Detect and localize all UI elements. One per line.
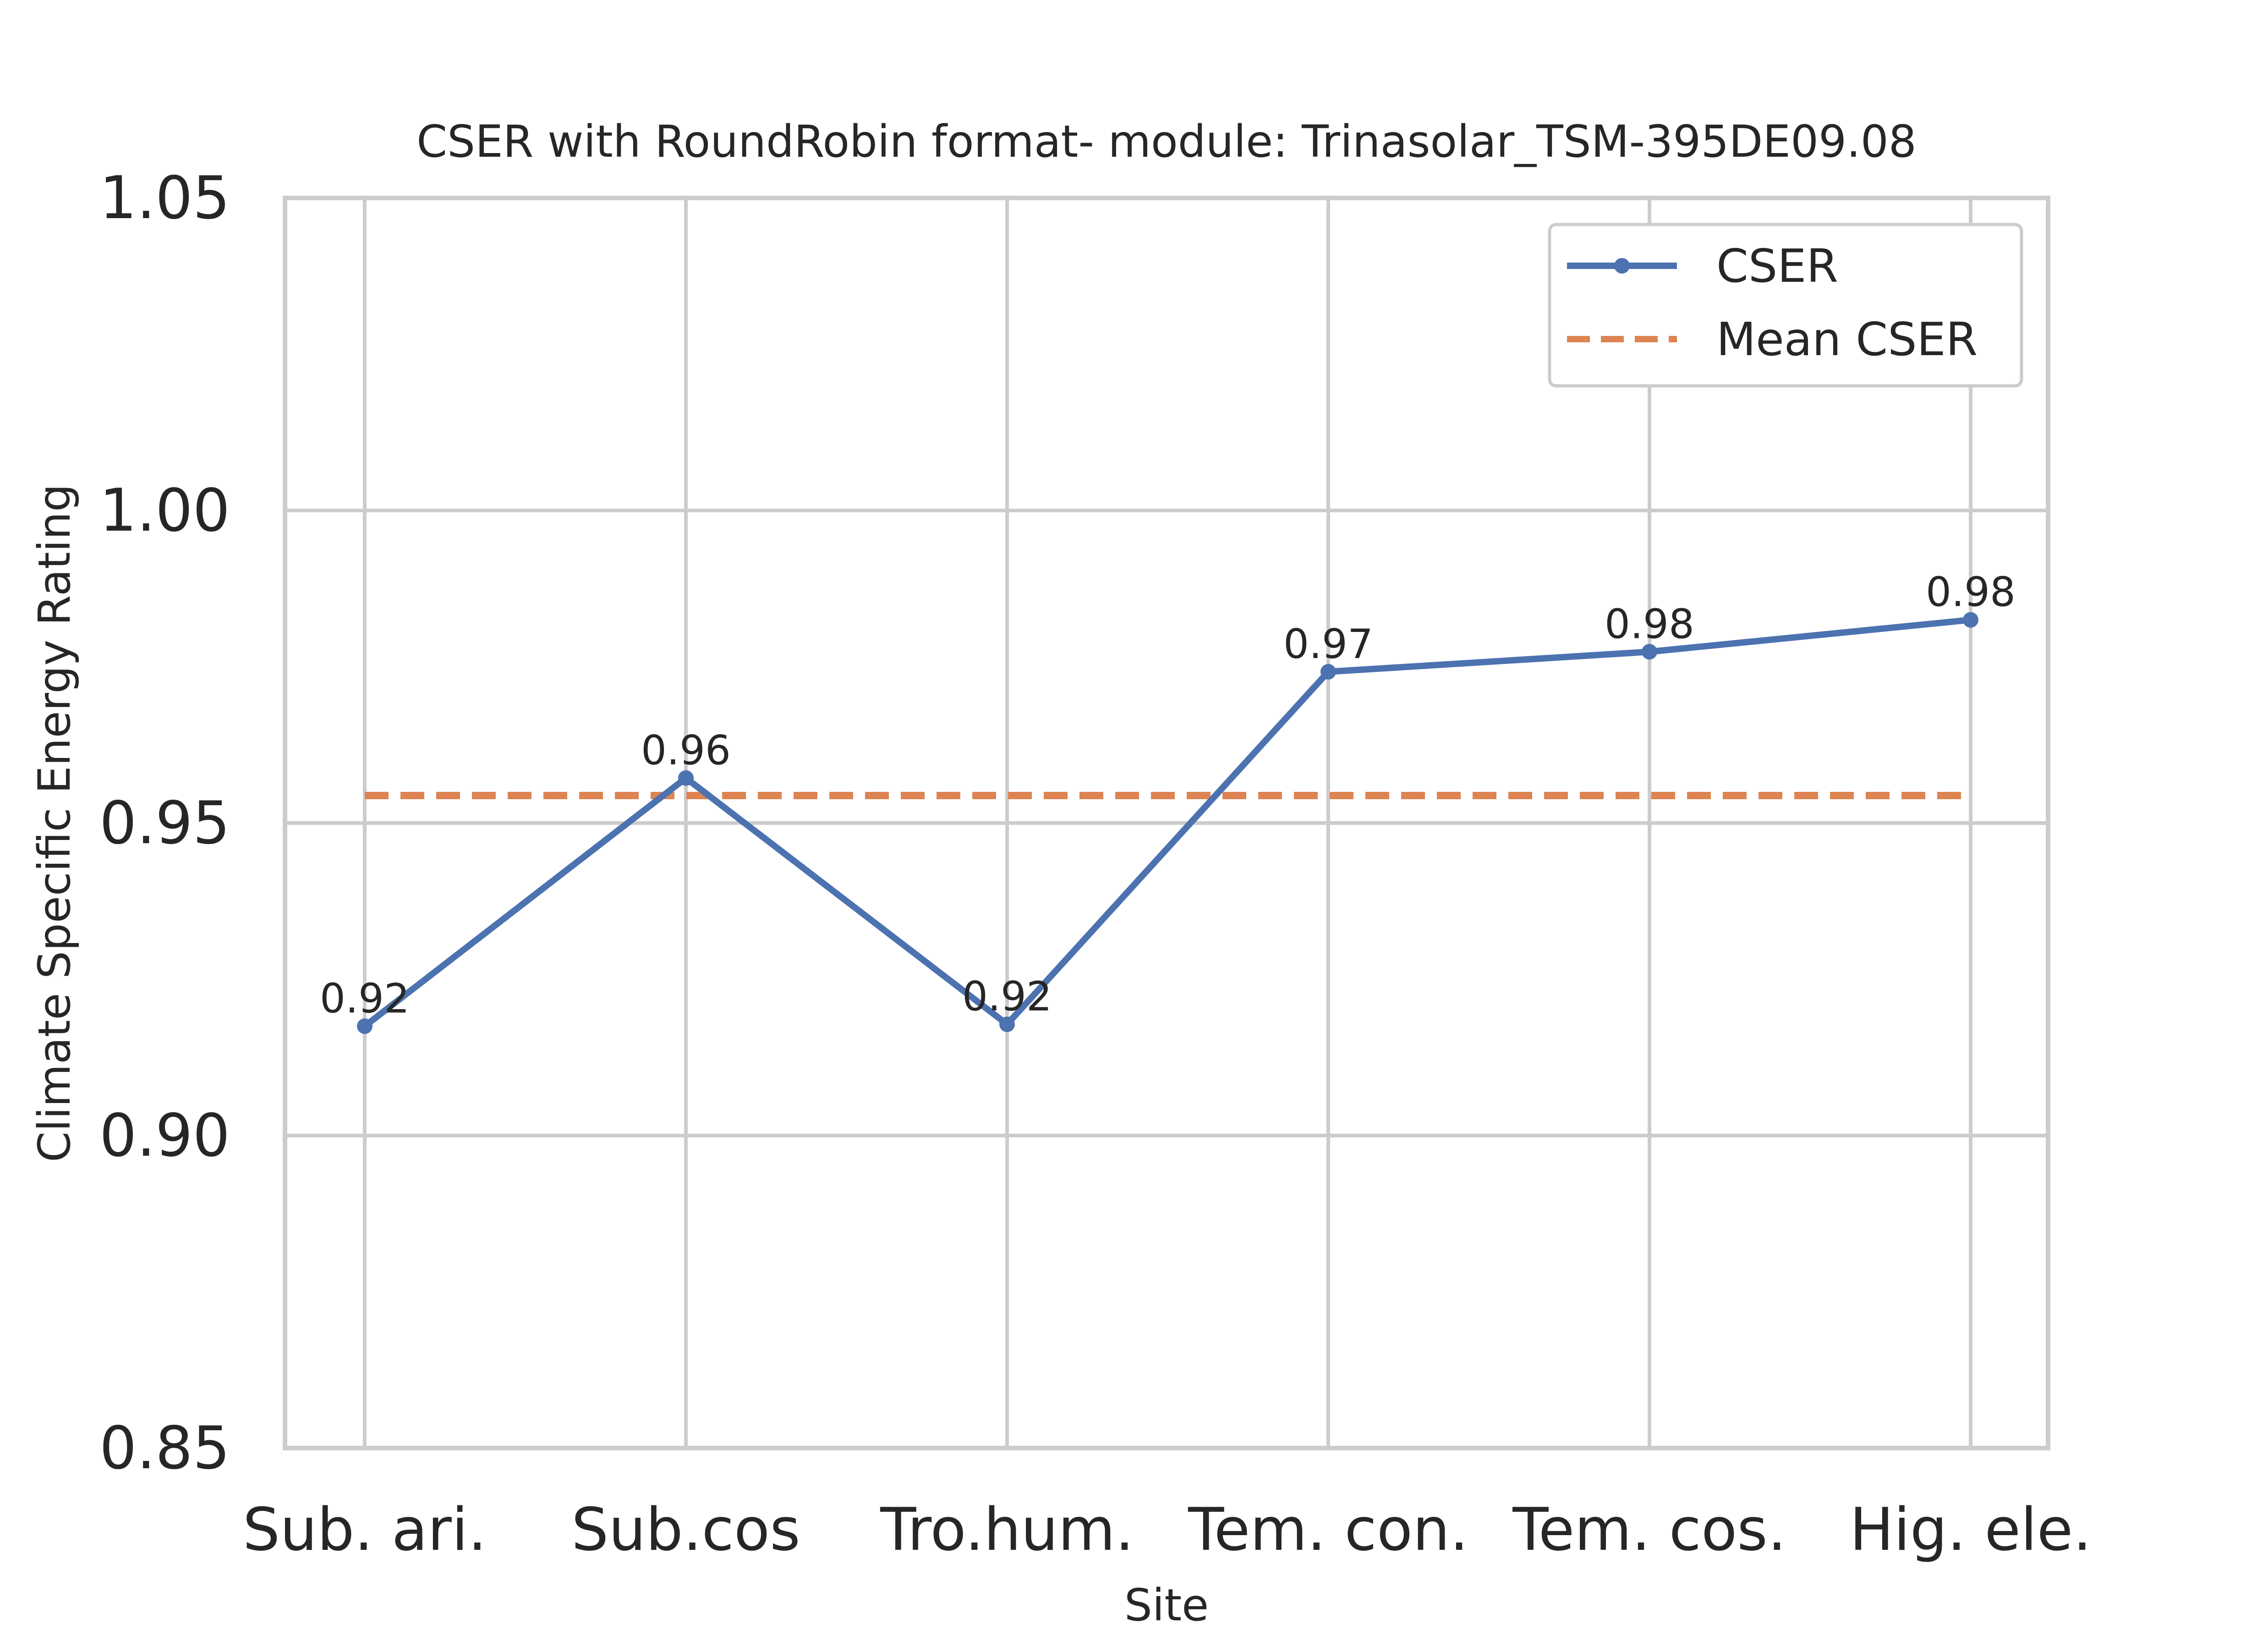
data-point-cser — [357, 1018, 373, 1034]
x-tick-label: Tem. con. — [1188, 1496, 1468, 1564]
data-label: 0.96 — [641, 727, 731, 774]
y-tick-label: 1.00 — [99, 477, 230, 545]
y-tick-labels: 0.85 0.90 0.95 1.00 1.05 — [99, 164, 230, 1482]
y-tick-label: 0.85 — [99, 1414, 230, 1482]
y-tick-label: 0.95 — [99, 789, 230, 857]
x-axis-label: Site — [1124, 1580, 1209, 1631]
y-tick-label: 1.05 — [99, 164, 230, 232]
data-labels: 0.92 0.96 0.92 0.97 0.98 0.98 — [320, 569, 2016, 1022]
data-label: 0.92 — [320, 975, 410, 1022]
plot-frame — [283, 196, 2050, 1450]
data-label: 0.98 — [1605, 600, 1694, 648]
data-point-cser — [999, 1016, 1015, 1032]
x-tick-label: Sub.cos — [571, 1496, 800, 1564]
chart-title: CSER with RoundRobin format- module: Tri… — [416, 116, 1917, 167]
legend-label-mean-cser: Mean CSER — [1716, 313, 1978, 366]
y-tick-label: 0.90 — [99, 1102, 230, 1170]
y-axis-label: Climate Specific Energy Rating — [29, 484, 80, 1162]
series-line-cser — [362, 616, 1971, 1029]
data-label: 0.97 — [1283, 620, 1373, 668]
legend-marker-cser — [1614, 258, 1630, 274]
x-tick-label: Tro.hum. — [880, 1496, 1134, 1564]
data-label: 0.92 — [962, 973, 1052, 1020]
data-point-cser — [1642, 644, 1657, 660]
legend-label-cser: CSER — [1716, 239, 1838, 293]
data-point-cser — [1963, 612, 1978, 628]
x-tick-labels: Sub. ari. Sub.cos Tro.hum. Tem. con. Tem. co… — [243, 1496, 2092, 1564]
data-label: 0.98 — [1926, 569, 2016, 616]
legend: CSER Mean CSER — [1548, 223, 2023, 388]
x-tick-label: Tem. cos. — [1512, 1496, 1786, 1564]
data-point-cser — [678, 770, 694, 786]
data-point-cser — [1320, 664, 1336, 680]
grid — [285, 196, 2048, 1450]
x-tick-label: Sub. ari. — [243, 1496, 487, 1564]
x-tick-label: Hig. ele. — [1850, 1496, 2092, 1564]
series — [357, 612, 1978, 1034]
